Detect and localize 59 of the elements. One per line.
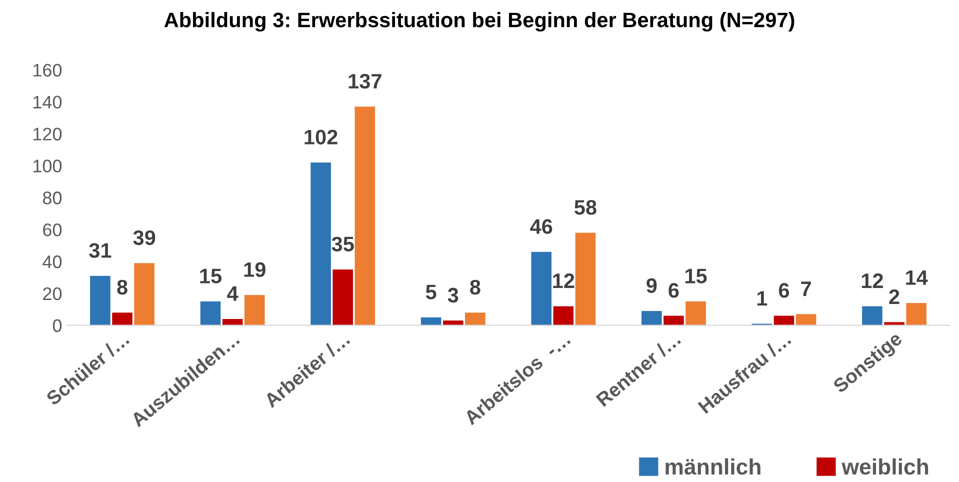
y-tick-label: 20 [43,287,62,300]
data-label: 58 [574,200,596,215]
bar [222,318,243,326]
data-label: 39 [133,230,156,246]
bar [531,252,552,326]
data-label: 6 [668,283,679,298]
bar [420,317,442,326]
data-label: 102 [304,130,338,144]
bar [354,106,376,326]
data-label: 31 [89,243,112,258]
data-label: 7 [801,282,811,296]
bar [906,302,926,326]
y-tick-label: 60 [43,223,62,236]
bar [112,312,132,326]
bar [200,301,221,326]
y-tick-label: 120 [34,128,62,140]
data-label: 15 [200,268,222,284]
data-label: 5 [426,284,436,300]
bar [332,269,353,326]
data-label: 1 [757,291,768,306]
y-tick-label: 160 [34,64,62,77]
y-tick-label: 100 [34,160,62,172]
data-label: 4 [227,286,238,301]
data-label: 8 [117,280,128,295]
data-label: 12 [862,273,883,288]
data-label: 35 [332,236,354,252]
legend-label: weiblich [842,458,928,475]
bar [774,316,794,326]
data-label: 8 [470,280,480,295]
bar [134,263,154,326]
bar [442,320,464,326]
data-label: 46 [530,219,552,234]
data-label: 2 [889,289,900,304]
bar [553,306,574,326]
bar [686,301,706,326]
bar [664,316,684,326]
data-label: 6 [778,283,790,298]
data-label: 9 [646,278,657,293]
data-label: 3 [448,288,458,303]
bar [465,312,486,326]
y-tick-label: 0 [52,319,62,332]
data-label: 12 [553,273,574,288]
bar [575,232,596,326]
bar [884,322,904,326]
y-tick-label: 40 [42,255,62,268]
y-tick-label: 140 [34,96,62,109]
bar [90,276,110,326]
chart-title: Abbildung 3: Erwerbssituation bei Beginn der Beratung (N=297) [164,12,794,32]
data-label: 15 [685,268,707,284]
data-label: 19 [244,262,266,278]
bar [244,295,265,326]
y-tick-label: 80 [42,192,62,204]
bar [310,162,331,326]
data-label: 137 [348,74,382,89]
bar [641,310,662,326]
bar [862,306,882,326]
data-label: 14 [906,270,928,285]
legend-label: männlich [666,458,760,475]
bar [796,314,816,326]
